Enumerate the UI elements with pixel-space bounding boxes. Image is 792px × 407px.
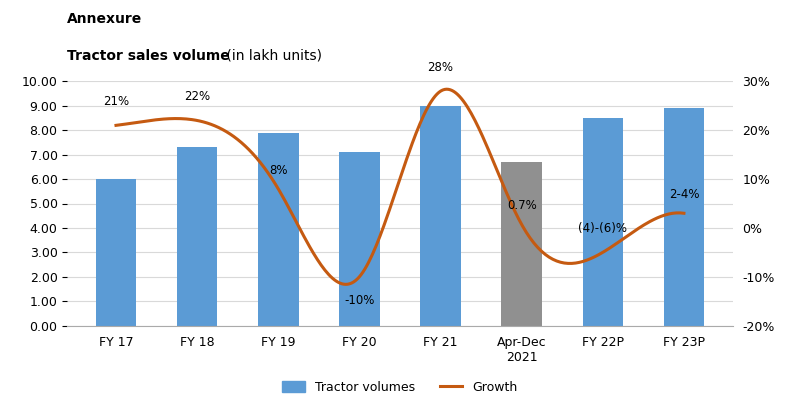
Text: 22%: 22% — [184, 90, 210, 103]
Bar — [177, 147, 218, 326]
Text: 0.7%: 0.7% — [507, 199, 536, 212]
Bar — [421, 106, 461, 326]
Text: 8%: 8% — [269, 164, 287, 177]
Bar — [258, 133, 299, 326]
Bar — [582, 118, 623, 326]
Text: (4)-(6)%: (4)-(6)% — [578, 222, 627, 235]
Bar — [96, 179, 136, 326]
Text: (in lakh units): (in lakh units) — [222, 49, 322, 63]
Bar — [501, 162, 542, 326]
Text: 2-4%: 2-4% — [668, 188, 699, 201]
Text: 21%: 21% — [103, 95, 129, 108]
Bar — [664, 108, 704, 326]
Text: Annexure: Annexure — [67, 12, 143, 26]
Text: -10%: -10% — [345, 294, 375, 307]
Bar — [339, 152, 379, 326]
Text: 28%: 28% — [428, 61, 454, 74]
Text: Tractor sales volume: Tractor sales volume — [67, 49, 230, 63]
Legend: Tractor volumes, Growth: Tractor volumes, Growth — [277, 376, 523, 399]
